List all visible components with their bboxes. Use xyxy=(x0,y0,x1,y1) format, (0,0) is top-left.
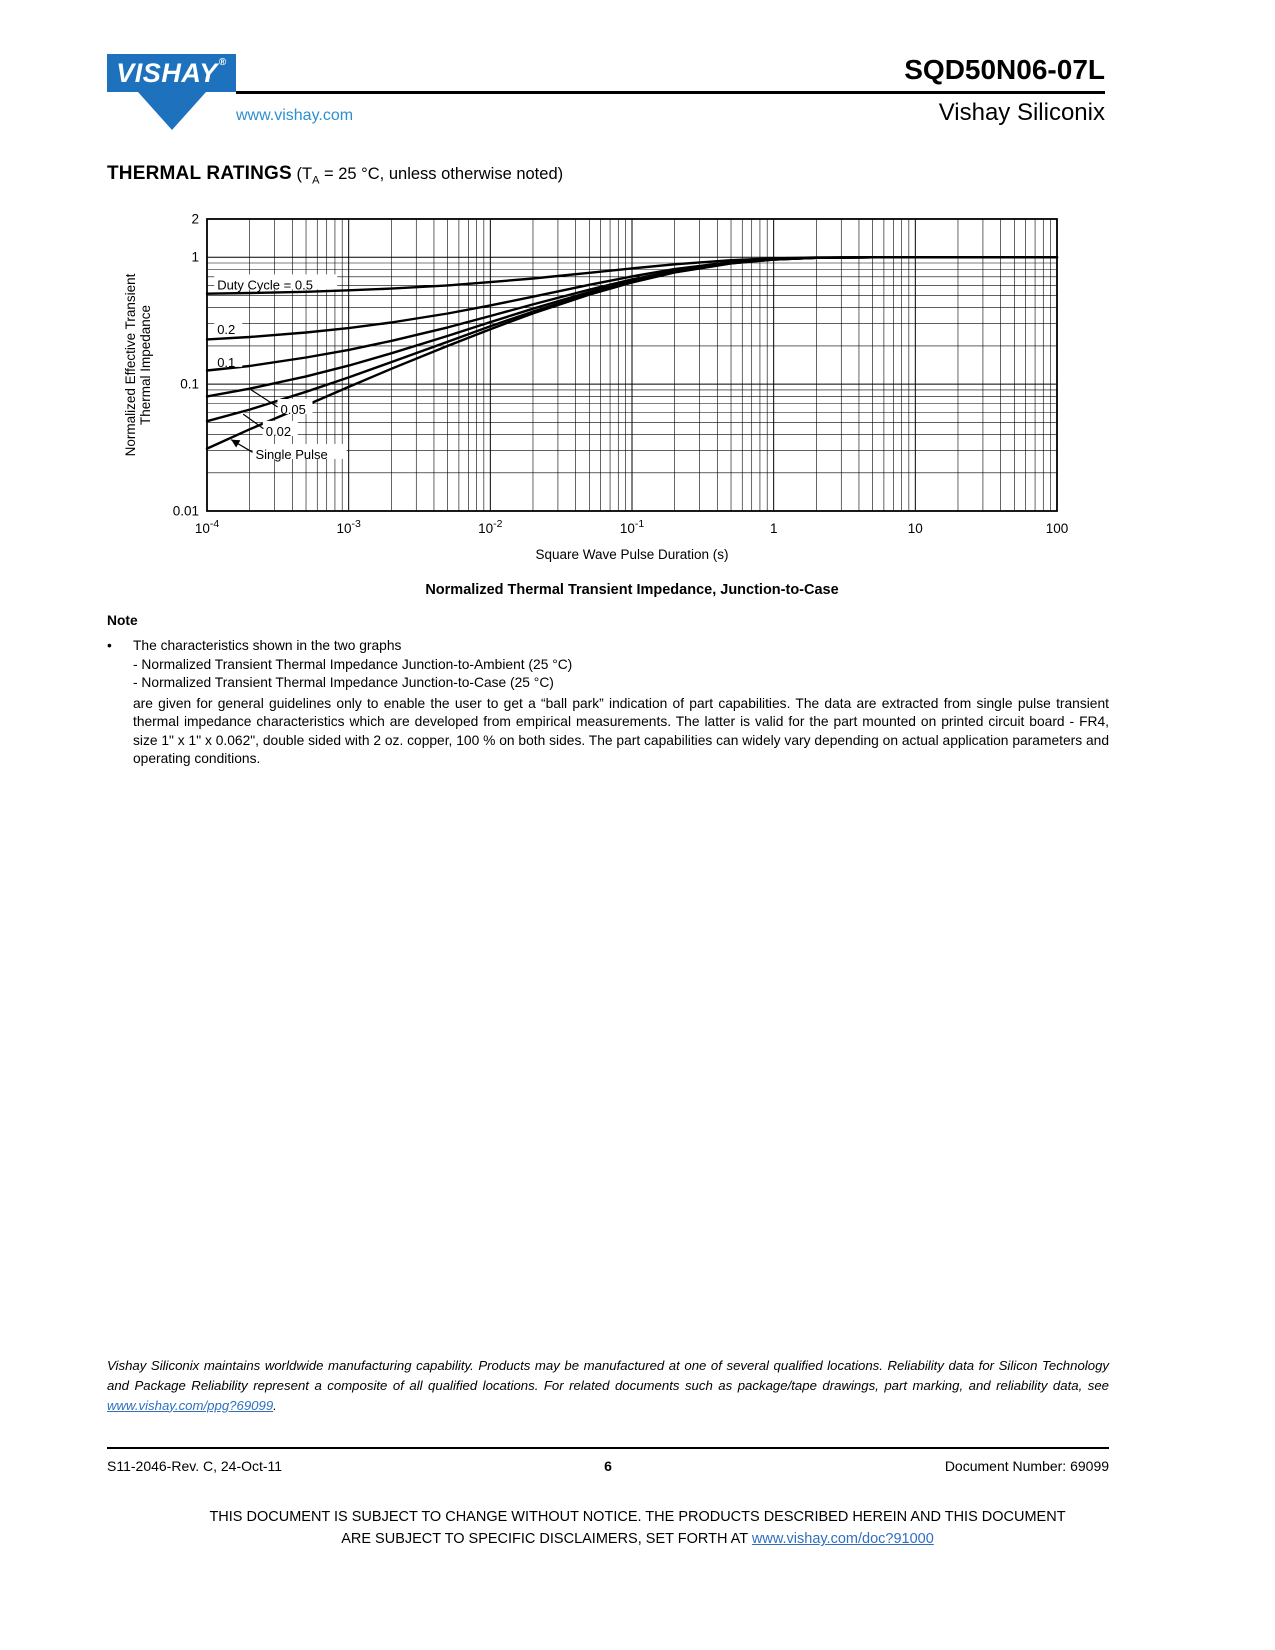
ppg-link[interactable]: www.vishay.com/ppg?69099 xyxy=(107,1397,274,1413)
note-paragraph: are given for general guidelines only to… xyxy=(133,695,1109,767)
header-right: SQD50N06-07L www.vishay.com Vishay Silic… xyxy=(236,54,1105,130)
condition-subscript: A xyxy=(312,174,320,187)
disclaimer-line-2-text: ARE SUBJECT TO SPECIFIC DISCLAIMERS, SET… xyxy=(341,1531,752,1548)
doc-disclaimer-link[interactable]: www.vishay.com/doc?91000 xyxy=(751,1531,934,1548)
note-item: • The characteristics shown in the two g… xyxy=(107,637,1109,768)
chart-ticks: 10-4 10-3 10-2 10-1 1 10 100 2 1 0.1 0.01 xyxy=(173,212,1069,537)
revision-text: S11-2046-Rev. C, 24-Oct-11 xyxy=(107,1458,283,1474)
disclaimer: THIS DOCUMENT IS SUBJECT TO CHANGE WITHO… xyxy=(0,1506,1275,1551)
svg-text:1: 1 xyxy=(770,521,778,536)
chart-block: Duty Cycle = 0.5 0.2 0.1 0.05 0.02 Single Pul… xyxy=(107,205,1107,599)
section-condition: (TA = 25 °C, unless otherwise noted) xyxy=(291,165,564,187)
svg-text:10-1: 10-1 xyxy=(620,518,645,536)
x-axis-label: Square Wave Pulse Duration (s) xyxy=(535,547,728,562)
curve-single-pulse xyxy=(205,256,1059,450)
chart-grid xyxy=(206,218,1058,512)
bullet-icon: • xyxy=(107,638,112,654)
y-axis-label: Normalized Effective TransientThermal Im… xyxy=(123,273,153,456)
vishay-logo-bar: VISHAY ® xyxy=(107,54,236,92)
page-header: VISHAY ® SQD50N06-07L www.vishay.com Vish… xyxy=(107,54,1105,130)
svg-text:10-3: 10-3 xyxy=(337,518,362,536)
part-number: SQD50N06-07L xyxy=(236,54,1105,95)
disclaimer-line-1: THIS DOCUMENT IS SUBJECT TO CHANGE WITHO… xyxy=(209,1509,1066,1525)
svg-text:10: 10 xyxy=(908,521,923,536)
section-title: THERMAL RATINGS xyxy=(107,163,292,184)
legal-body: Vishay Siliconix maintains worldwide man… xyxy=(107,1358,1109,1393)
svg-text:2: 2 xyxy=(191,212,199,227)
document-number: Document Number: 69099 xyxy=(944,1458,1110,1474)
legal-after: . xyxy=(273,1397,277,1413)
note-line-2: - Normalized Transient Thermal Impedance… xyxy=(133,656,573,672)
note-title: Note xyxy=(107,613,138,628)
vishay-logo-triangle-icon xyxy=(137,92,206,130)
svg-text:0.2: 0.2 xyxy=(217,322,235,337)
svg-text:Duty Cycle = 0.5: Duty Cycle = 0.5 xyxy=(217,277,313,292)
svg-text:0.01: 0.01 xyxy=(173,504,199,519)
header-subrow: www.vishay.com Vishay Siliconix xyxy=(236,99,1105,127)
condition-pre: (T xyxy=(291,165,313,183)
note-body: The characteristics shown in the two gra… xyxy=(133,637,1109,768)
thermal-impedance-chart: Duty Cycle = 0.5 0.2 0.1 0.05 0.02 Single Pul… xyxy=(123,212,1069,563)
chart-caption: Normalized Thermal Transient Impedance, … xyxy=(425,582,839,598)
legal-text: Vishay Siliconix maintains worldwide man… xyxy=(107,1356,1109,1415)
vishay-logo: VISHAY ® xyxy=(107,54,236,130)
svg-text:0.1: 0.1 xyxy=(217,355,235,370)
svg-text:100: 100 xyxy=(1046,521,1069,536)
vishay-website-link[interactable]: www.vishay.com xyxy=(236,107,354,125)
condition-post: = 25 °C, unless otherwise noted) xyxy=(319,165,564,183)
svg-text:0.05: 0.05 xyxy=(281,402,306,417)
footer-rule xyxy=(107,1447,1109,1449)
svg-text:0.02: 0.02 xyxy=(266,424,291,439)
note-line-3: - Normalized Transient Thermal Impedance… xyxy=(133,675,554,691)
registered-trademark-icon: ® xyxy=(218,57,227,68)
note-block: Note • The characteristics shown in the … xyxy=(107,612,1109,769)
section-heading: THERMAL RATINGS (TA = 25 °C, unless othe… xyxy=(107,163,563,186)
chart-border xyxy=(206,218,1058,512)
svg-text:0.1: 0.1 xyxy=(180,377,199,392)
vishay-logo-text: VISHAY xyxy=(116,57,218,88)
disclaimer-line-2: ARE SUBJECT TO SPECIFIC DISCLAIMERS, SET… xyxy=(0,1528,1275,1550)
chart-annotations: Duty Cycle = 0.5 0.2 0.1 0.05 0.02 Single Pul… xyxy=(214,274,347,462)
svg-text:1: 1 xyxy=(191,250,199,265)
svg-text:10-4: 10-4 xyxy=(195,518,220,536)
svg-text:Single Pulse: Single Pulse xyxy=(256,447,328,462)
page-number: 6 xyxy=(604,1458,612,1474)
svg-text:10-2: 10-2 xyxy=(478,518,503,536)
footer-row: S11-2046-Rev. C, 24-Oct-11 6 Document Nu… xyxy=(107,1458,1109,1474)
brand-name: Vishay Siliconix xyxy=(938,99,1105,127)
note-line-1: The characteristics shown in the two gra… xyxy=(133,638,402,654)
